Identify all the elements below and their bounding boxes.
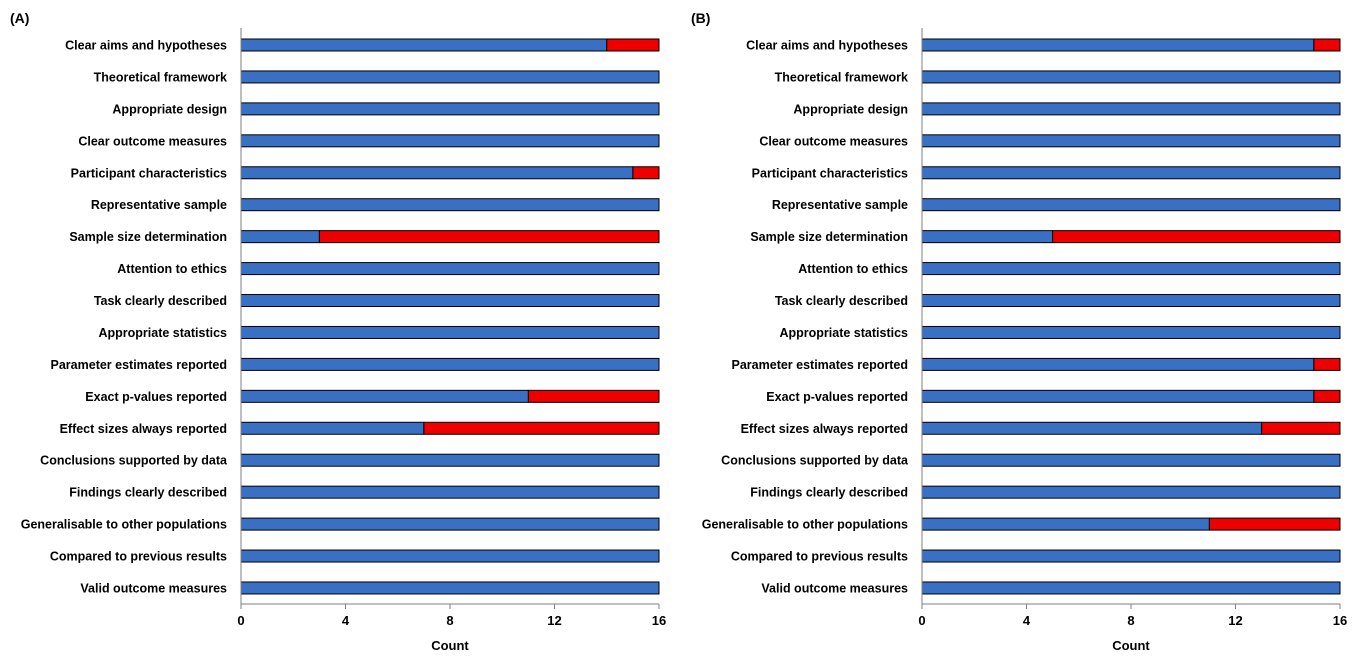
panel-a-category-label: Generalisable to other populations: [21, 518, 227, 532]
panel-b-category-label: Theoretical framework: [775, 70, 908, 84]
panel-a-category-label: Appropriate design: [112, 102, 227, 116]
panel-a-bar-yes: [240, 517, 660, 531]
panel-b-bar-yes: [921, 325, 1341, 339]
panel-b-bar-yes: [921, 134, 1341, 148]
panel-b-bar-yes: [921, 389, 1315, 403]
panel-a-category-label: Attention to ethics: [117, 262, 227, 276]
panel-a-bar-yes: [240, 581, 660, 595]
panel-a-x-tick-label: 16: [652, 613, 666, 628]
panel-b-category-label: Attention to ethics: [798, 262, 908, 276]
panel-b-x-tick-label: 16: [1333, 613, 1347, 628]
panel-b-bar-yes: [921, 262, 1341, 276]
panel-b-category-label: Compared to previous results: [731, 550, 908, 564]
panel-b-bar-no: [1208, 517, 1341, 531]
panel-a-bar-no: [423, 421, 660, 435]
panel-a-category-label: Parameter estimates reported: [51, 358, 227, 372]
panel-a-bar-yes: [240, 38, 608, 52]
panel-a-category-label: Clear outcome measures: [78, 134, 227, 148]
panel-b-bar-yes: [921, 166, 1341, 180]
panel-a-bar-no: [606, 38, 660, 52]
panel-a-bar-yes: [240, 70, 660, 84]
panel-b-bar-yes: [921, 294, 1341, 308]
panel-a-category-label: Appropriate statistics: [98, 326, 227, 340]
panel-b-bar-yes: [921, 230, 1054, 244]
panel-a-bar-yes: [240, 357, 660, 371]
panel-b-bar-yes: [921, 357, 1315, 371]
panel-a-label: (A): [10, 10, 29, 26]
panel-b-bar-no: [1313, 389, 1341, 403]
panel-a-category-label: Conclusions supported by data: [40, 454, 228, 468]
panel-a-category-label: Valid outcome measures: [80, 581, 227, 595]
panel-b-category-label: Generalisable to other populations: [702, 518, 908, 532]
panel-b-bar-yes: [921, 102, 1341, 116]
panel-a-bar-no: [318, 230, 660, 244]
panel-a-bar-yes: [240, 166, 634, 180]
panel-a-x-tick-label: 12: [547, 613, 561, 628]
panel-b-x-tick-label: 0: [918, 613, 925, 628]
panel-a-bar-no: [632, 166, 660, 180]
panel-b-bar-yes: [921, 38, 1315, 52]
panel-a-x-tick-label: 0: [237, 613, 244, 628]
panel-a-bar-yes: [240, 421, 425, 435]
panel-b-bar-yes: [921, 485, 1341, 499]
panel-a-category-label: Effect sizes always reported: [60, 422, 227, 436]
panel-a-category-label: Exact p-values reported: [85, 390, 227, 404]
panel-b-bar-yes: [921, 198, 1341, 212]
panel-b-bar-yes: [921, 549, 1341, 563]
panel-b-category-label: Exact p-values reported: [766, 390, 908, 404]
panel-b-category-label: Clear aims and hypotheses: [746, 39, 908, 53]
panel-b-bar-no: [1313, 357, 1341, 371]
panel-a-category-label: Representative sample: [91, 198, 227, 212]
panel-a-bar-yes: [240, 102, 660, 116]
panel-b-bar-no: [1313, 38, 1341, 52]
panel-b-category-label: Appropriate statistics: [779, 326, 908, 340]
panel-a-bar-yes: [240, 230, 320, 244]
panel-a-bar-yes: [240, 198, 660, 212]
panel-b-bar-yes: [921, 581, 1341, 595]
panel-b-bar-yes: [921, 517, 1210, 531]
panel-a-category-label: Findings clearly described: [69, 486, 227, 500]
panel-a-x-tick-label: 4: [342, 613, 350, 628]
panel-a-category-label: Task clearly described: [94, 294, 227, 308]
panel-a-bar-yes: [240, 325, 660, 339]
panel-b-x-tick-label: 12: [1228, 613, 1242, 628]
panel-b-category-label: Representative sample: [772, 198, 908, 212]
panel-b-label: (B): [691, 10, 710, 26]
panel-a-bar-yes: [240, 453, 660, 467]
panel-a-category-label: Clear aims and hypotheses: [65, 39, 227, 53]
panel-a-bar-yes: [240, 485, 660, 499]
panel-a-category-label: Theoretical framework: [94, 70, 227, 84]
panel-b-category-label: Conclusions supported by data: [721, 454, 909, 468]
panel-b-x-tick-label: 4: [1023, 613, 1031, 628]
panel-b-category-label: Participant characteristics: [752, 166, 908, 180]
panel-b-bar-no: [1261, 421, 1341, 435]
panel-a-category-label: Sample size determination: [69, 230, 227, 244]
panel-b-category-label: Findings clearly described: [750, 486, 908, 500]
panel-b-category-label: Appropriate design: [793, 102, 908, 116]
panel-b-bar-yes: [921, 453, 1341, 467]
panel-b-category-label: Task clearly described: [775, 294, 908, 308]
panel-a-bar-yes: [240, 134, 660, 148]
panel-a-x-tick-label: 8: [446, 613, 453, 628]
panel-a-x-axis-title: Count: [431, 638, 469, 653]
panel-b-category-label: Valid outcome measures: [761, 581, 908, 595]
panel-a-bar-yes: [240, 549, 660, 563]
panel-a-bar-yes: [240, 389, 529, 403]
panel-b-category-label: Sample size determination: [750, 230, 908, 244]
panel-b-bar-yes: [921, 70, 1341, 84]
panel-b-category-label: Effect sizes always reported: [741, 422, 908, 436]
panel-b-bar-yes: [921, 421, 1263, 435]
panel-b-bar-no: [1052, 230, 1341, 244]
panel-a-bar-yes: [240, 294, 660, 308]
panel-b-category-label: Parameter estimates reported: [732, 358, 908, 372]
panel-b-category-label: Clear outcome measures: [759, 134, 908, 148]
panel-a-category-label: Compared to previous results: [50, 550, 227, 564]
panel-b-x-tick-label: 8: [1127, 613, 1134, 628]
panel-b-x-axis-title: Count: [1112, 638, 1150, 653]
panel-a-bar-no: [527, 389, 660, 403]
panel-a-category-label: Participant characteristics: [71, 166, 227, 180]
panel-a-bar-yes: [240, 262, 660, 276]
